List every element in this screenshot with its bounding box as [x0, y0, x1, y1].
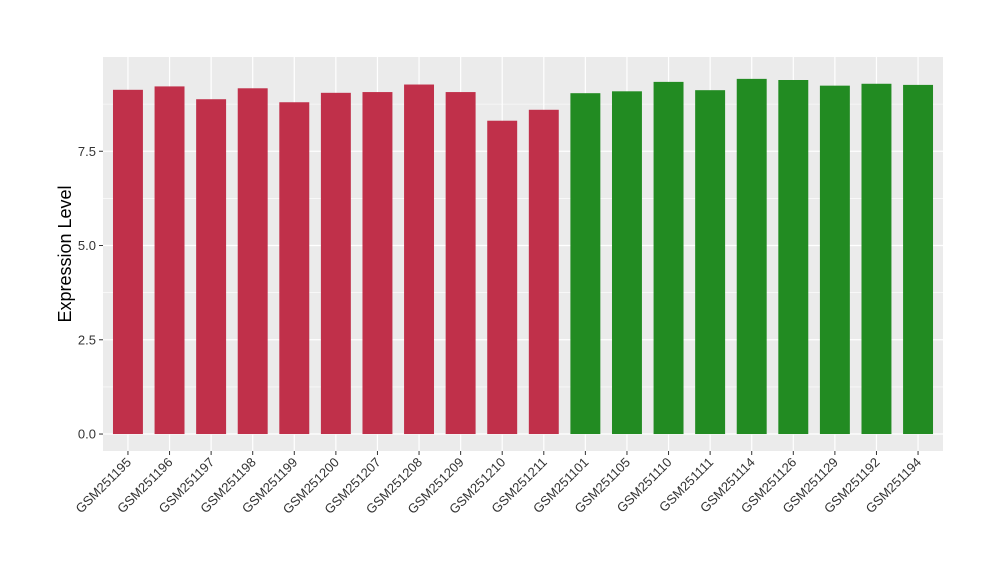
y-tick-label: 7.5	[78, 144, 96, 159]
bars	[112, 78, 934, 435]
y-tick-label: 5.0	[78, 238, 96, 253]
bar-GSM251105	[611, 91, 642, 435]
y-tick-label: 2.5	[78, 332, 96, 347]
bar-GSM251210	[487, 120, 518, 435]
bar-GSM251194	[903, 84, 934, 435]
bar-GSM251196	[154, 86, 185, 435]
bar-GSM251114	[736, 78, 767, 435]
x-axis: GSM251195GSM251196GSM251197GSM251198GSM2…	[73, 451, 924, 517]
bar-GSM251195	[112, 89, 143, 435]
bar-GSM251200	[320, 92, 351, 435]
bar-GSM251126	[778, 79, 809, 435]
bar-GSM251198	[237, 88, 268, 435]
bar-GSM251197	[196, 99, 227, 435]
bar-GSM251199	[279, 102, 310, 435]
bar-GSM251209	[445, 92, 476, 435]
bar-GSM251208	[404, 84, 435, 435]
bar-GSM251129	[819, 85, 850, 435]
bar-GSM251192	[861, 83, 892, 435]
y-axis: 0.0 2.5 5.0 7.5	[78, 144, 103, 442]
plot-panel	[103, 57, 943, 451]
y-tick-label: 0.0	[78, 427, 96, 442]
bar-GSM251207	[362, 92, 393, 435]
bar-GSM251211	[528, 109, 559, 435]
bar-GSM251110	[653, 81, 684, 435]
y-axis-title: Expression Level	[55, 185, 75, 322]
bar-GSM251101	[570, 93, 601, 435]
bar-GSM251111	[695, 90, 726, 435]
